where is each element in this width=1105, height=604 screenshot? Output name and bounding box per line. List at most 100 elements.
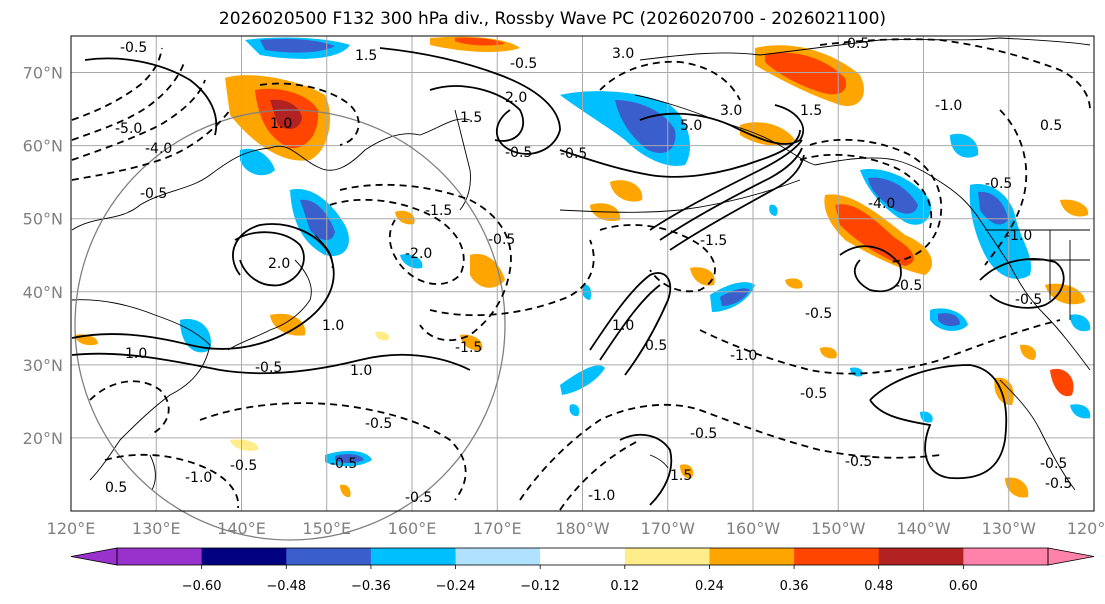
shade-darkblue xyxy=(720,288,750,306)
contour-label: -1.0 xyxy=(185,470,212,486)
contour-positive xyxy=(619,433,673,506)
shade-darkblue xyxy=(335,454,364,463)
shade-darkblue xyxy=(615,100,676,154)
lon-tick-label: 160°W xyxy=(726,519,781,538)
contour-label: -0.5 xyxy=(985,176,1012,192)
lat-tick-label: 60°N xyxy=(23,137,63,156)
shade-orange xyxy=(820,347,837,359)
contour-positive xyxy=(71,223,335,350)
coast-kamchatka xyxy=(454,109,471,211)
shade-darkblue xyxy=(938,313,960,327)
coast-hawaii xyxy=(649,454,669,469)
contour-label: -0.5 xyxy=(510,56,537,72)
lon-tick-label: 120°E xyxy=(47,519,96,538)
coast-asia-north xyxy=(71,118,471,231)
colorbar-swatch xyxy=(794,548,880,565)
lat-tick-label: 20°N xyxy=(23,429,63,448)
shade-lightblue xyxy=(400,254,423,269)
contour-label: -0.5 xyxy=(1015,292,1042,308)
shade-orange xyxy=(395,210,415,225)
contour-negative xyxy=(819,38,1091,111)
contour-negative xyxy=(199,402,467,501)
range-circle xyxy=(74,109,506,541)
colorbar-swatch xyxy=(709,548,795,565)
coast-korea-china xyxy=(71,299,211,481)
shade-darkred xyxy=(270,99,302,130)
colorbar-swatch xyxy=(201,548,287,565)
contour-label: -1.0 xyxy=(935,98,962,114)
coast-canada xyxy=(814,157,1091,371)
longitude-axis: 120°E 130°E 140°E 150°E 160°E 170°E 180°W 170°W… xyxy=(47,519,1105,538)
contour-label: -1.5 xyxy=(455,340,482,356)
contour-label: 2.0 xyxy=(505,90,527,106)
contour-label: -0.5 xyxy=(842,36,869,52)
contour-negative xyxy=(104,453,240,509)
shade-orange xyxy=(785,278,803,289)
coast-japan xyxy=(227,259,312,351)
shade-orange xyxy=(470,253,505,288)
shade-red xyxy=(765,52,847,95)
contour-label: -0.5 xyxy=(120,40,147,56)
contour-negative xyxy=(71,47,163,121)
colorbar-tick-label: 0.24 xyxy=(695,579,724,594)
shade-orange xyxy=(1020,344,1037,360)
contour-negative xyxy=(71,109,231,181)
contour-negative xyxy=(599,60,741,101)
lon-tick-label: 170°W xyxy=(641,519,696,538)
shade-orange xyxy=(270,313,306,336)
contour-label: -0.5 xyxy=(690,426,717,442)
colorbar-min-extend xyxy=(70,547,118,566)
coast-mexico xyxy=(999,379,1076,491)
contour-positive xyxy=(659,147,803,241)
colorbar-swatch xyxy=(455,548,541,565)
contour-positive xyxy=(234,231,305,287)
contour-label: -0.5 xyxy=(560,146,587,162)
shade-orange xyxy=(340,484,351,498)
contour-label: 3.0 xyxy=(612,46,634,62)
shade-lightblue xyxy=(1070,314,1091,332)
contour-positive xyxy=(559,129,801,178)
lat-tick-label: 70°N xyxy=(23,64,63,83)
colorbar-swatch xyxy=(286,548,372,565)
shade-orange xyxy=(680,464,694,479)
contour-label: -1.0 xyxy=(1005,228,1032,244)
contour-label: -0.5 xyxy=(365,416,392,432)
contour-negative xyxy=(519,403,941,501)
map-title: 2026020500 F132 300 hPa div., Rossby Wav… xyxy=(218,9,887,29)
contour-negative xyxy=(89,380,170,436)
shade-orange xyxy=(1005,477,1029,498)
contour-label: 1.0 xyxy=(612,318,634,334)
contour-label: -0.5 xyxy=(1040,456,1067,472)
shade-lightblue xyxy=(569,404,580,417)
colorbar-swatch xyxy=(624,548,710,565)
divergence-shading xyxy=(75,36,1091,498)
lat-tick-label: 50°N xyxy=(23,210,63,229)
contour-label: -0.5 xyxy=(895,278,922,294)
lon-tick-label: 150°E xyxy=(302,519,351,538)
contour-negative xyxy=(699,319,1061,375)
colorbar-tick-label: 0.48 xyxy=(864,579,893,594)
contour-positive xyxy=(84,57,218,136)
contour-negative xyxy=(339,183,512,342)
shade-red xyxy=(455,37,505,46)
contour-label: -5.0 xyxy=(115,121,142,137)
colorbar-swatch xyxy=(963,548,1049,565)
shade-orange xyxy=(460,334,483,351)
shade-orange xyxy=(690,267,715,286)
colorbar-tick-label: −0.60 xyxy=(182,579,222,594)
contour-label: 1.5 xyxy=(460,110,482,126)
contour-label: 1.0 xyxy=(322,318,344,334)
contour-positive xyxy=(839,245,902,293)
contour-label: -4.0 xyxy=(145,141,172,157)
lon-tick-label: 170°E xyxy=(473,519,522,538)
contour-label: 3.0 xyxy=(720,103,742,119)
lon-tick-label: 130°W xyxy=(982,519,1037,538)
contour-negative xyxy=(259,82,360,146)
coast-alaska xyxy=(634,94,816,166)
contour-label: -0.5 xyxy=(1045,476,1072,492)
coast-aleutians xyxy=(559,179,801,213)
contour-positive xyxy=(869,364,1008,480)
contour-negative xyxy=(984,109,1028,266)
contour-label: -4.0 xyxy=(868,196,895,212)
